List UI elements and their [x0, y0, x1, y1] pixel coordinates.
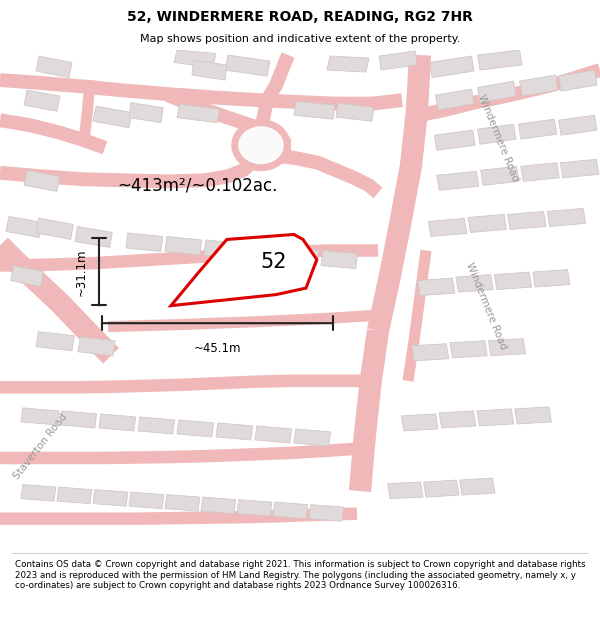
Polygon shape: [434, 130, 475, 150]
Polygon shape: [515, 407, 551, 424]
Polygon shape: [11, 266, 43, 287]
Polygon shape: [255, 426, 292, 443]
Polygon shape: [192, 60, 227, 80]
Polygon shape: [437, 171, 479, 191]
Polygon shape: [450, 341, 487, 357]
Circle shape: [238, 126, 284, 164]
Polygon shape: [439, 411, 476, 428]
Text: 52: 52: [260, 252, 287, 272]
Polygon shape: [559, 115, 597, 135]
Polygon shape: [177, 420, 214, 437]
Polygon shape: [521, 162, 559, 181]
Polygon shape: [93, 106, 132, 128]
Polygon shape: [273, 502, 308, 519]
Polygon shape: [460, 478, 495, 495]
Polygon shape: [129, 492, 164, 509]
Polygon shape: [494, 272, 532, 289]
Polygon shape: [24, 170, 60, 191]
Polygon shape: [428, 218, 467, 236]
Polygon shape: [201, 497, 236, 514]
Polygon shape: [336, 103, 374, 121]
Polygon shape: [508, 211, 546, 229]
Polygon shape: [204, 240, 241, 259]
Polygon shape: [327, 56, 369, 72]
Polygon shape: [99, 414, 136, 431]
Text: 52, WINDERMERE ROAD, READING, RG2 7HR: 52, WINDERMERE ROAD, READING, RG2 7HR: [127, 10, 473, 24]
Polygon shape: [430, 56, 474, 78]
Polygon shape: [36, 218, 73, 239]
Polygon shape: [401, 414, 438, 431]
Polygon shape: [478, 50, 522, 70]
Polygon shape: [282, 247, 319, 266]
Text: ~45.1m: ~45.1m: [194, 342, 241, 355]
Polygon shape: [478, 81, 516, 102]
Polygon shape: [294, 101, 335, 119]
Text: Contains OS data © Crown copyright and database right 2021. This information is : Contains OS data © Crown copyright and d…: [15, 560, 586, 590]
Polygon shape: [129, 102, 163, 122]
Polygon shape: [321, 251, 358, 269]
Polygon shape: [294, 429, 331, 446]
Polygon shape: [165, 494, 200, 511]
Polygon shape: [477, 409, 514, 426]
Polygon shape: [559, 70, 597, 91]
Polygon shape: [177, 104, 220, 122]
Polygon shape: [171, 234, 317, 306]
Polygon shape: [36, 56, 72, 78]
Polygon shape: [243, 244, 280, 262]
Text: Windermere Road: Windermere Road: [464, 261, 508, 351]
Polygon shape: [75, 226, 112, 248]
Polygon shape: [560, 159, 599, 178]
Polygon shape: [456, 274, 493, 292]
Polygon shape: [6, 216, 42, 238]
Polygon shape: [418, 278, 455, 296]
Polygon shape: [138, 417, 175, 434]
Polygon shape: [57, 487, 92, 504]
Polygon shape: [126, 233, 163, 251]
Polygon shape: [24, 90, 60, 111]
Polygon shape: [488, 339, 526, 356]
Text: Map shows position and indicative extent of the property.: Map shows position and indicative extent…: [140, 34, 460, 44]
Polygon shape: [21, 408, 59, 425]
Polygon shape: [468, 214, 506, 232]
Polygon shape: [216, 423, 253, 440]
Polygon shape: [388, 482, 423, 499]
Polygon shape: [436, 89, 474, 110]
Polygon shape: [165, 236, 202, 255]
Polygon shape: [21, 484, 56, 501]
Text: Windermere Road: Windermere Road: [476, 92, 520, 182]
Polygon shape: [237, 499, 272, 516]
Polygon shape: [93, 489, 128, 506]
Polygon shape: [533, 269, 570, 287]
Polygon shape: [225, 55, 270, 76]
Polygon shape: [78, 337, 115, 356]
Polygon shape: [478, 124, 516, 144]
Polygon shape: [547, 208, 586, 226]
Polygon shape: [309, 504, 344, 521]
Polygon shape: [424, 480, 459, 497]
Polygon shape: [518, 119, 557, 139]
Polygon shape: [36, 332, 74, 351]
Text: ~413m²/~0.102ac.: ~413m²/~0.102ac.: [117, 176, 277, 194]
Polygon shape: [60, 411, 97, 428]
Polygon shape: [379, 51, 417, 70]
Polygon shape: [481, 166, 519, 186]
Polygon shape: [412, 344, 449, 361]
Text: ~31.1m: ~31.1m: [75, 248, 88, 296]
Polygon shape: [520, 75, 558, 96]
Polygon shape: [174, 50, 216, 68]
Text: Staverton Road: Staverton Road: [12, 411, 70, 481]
